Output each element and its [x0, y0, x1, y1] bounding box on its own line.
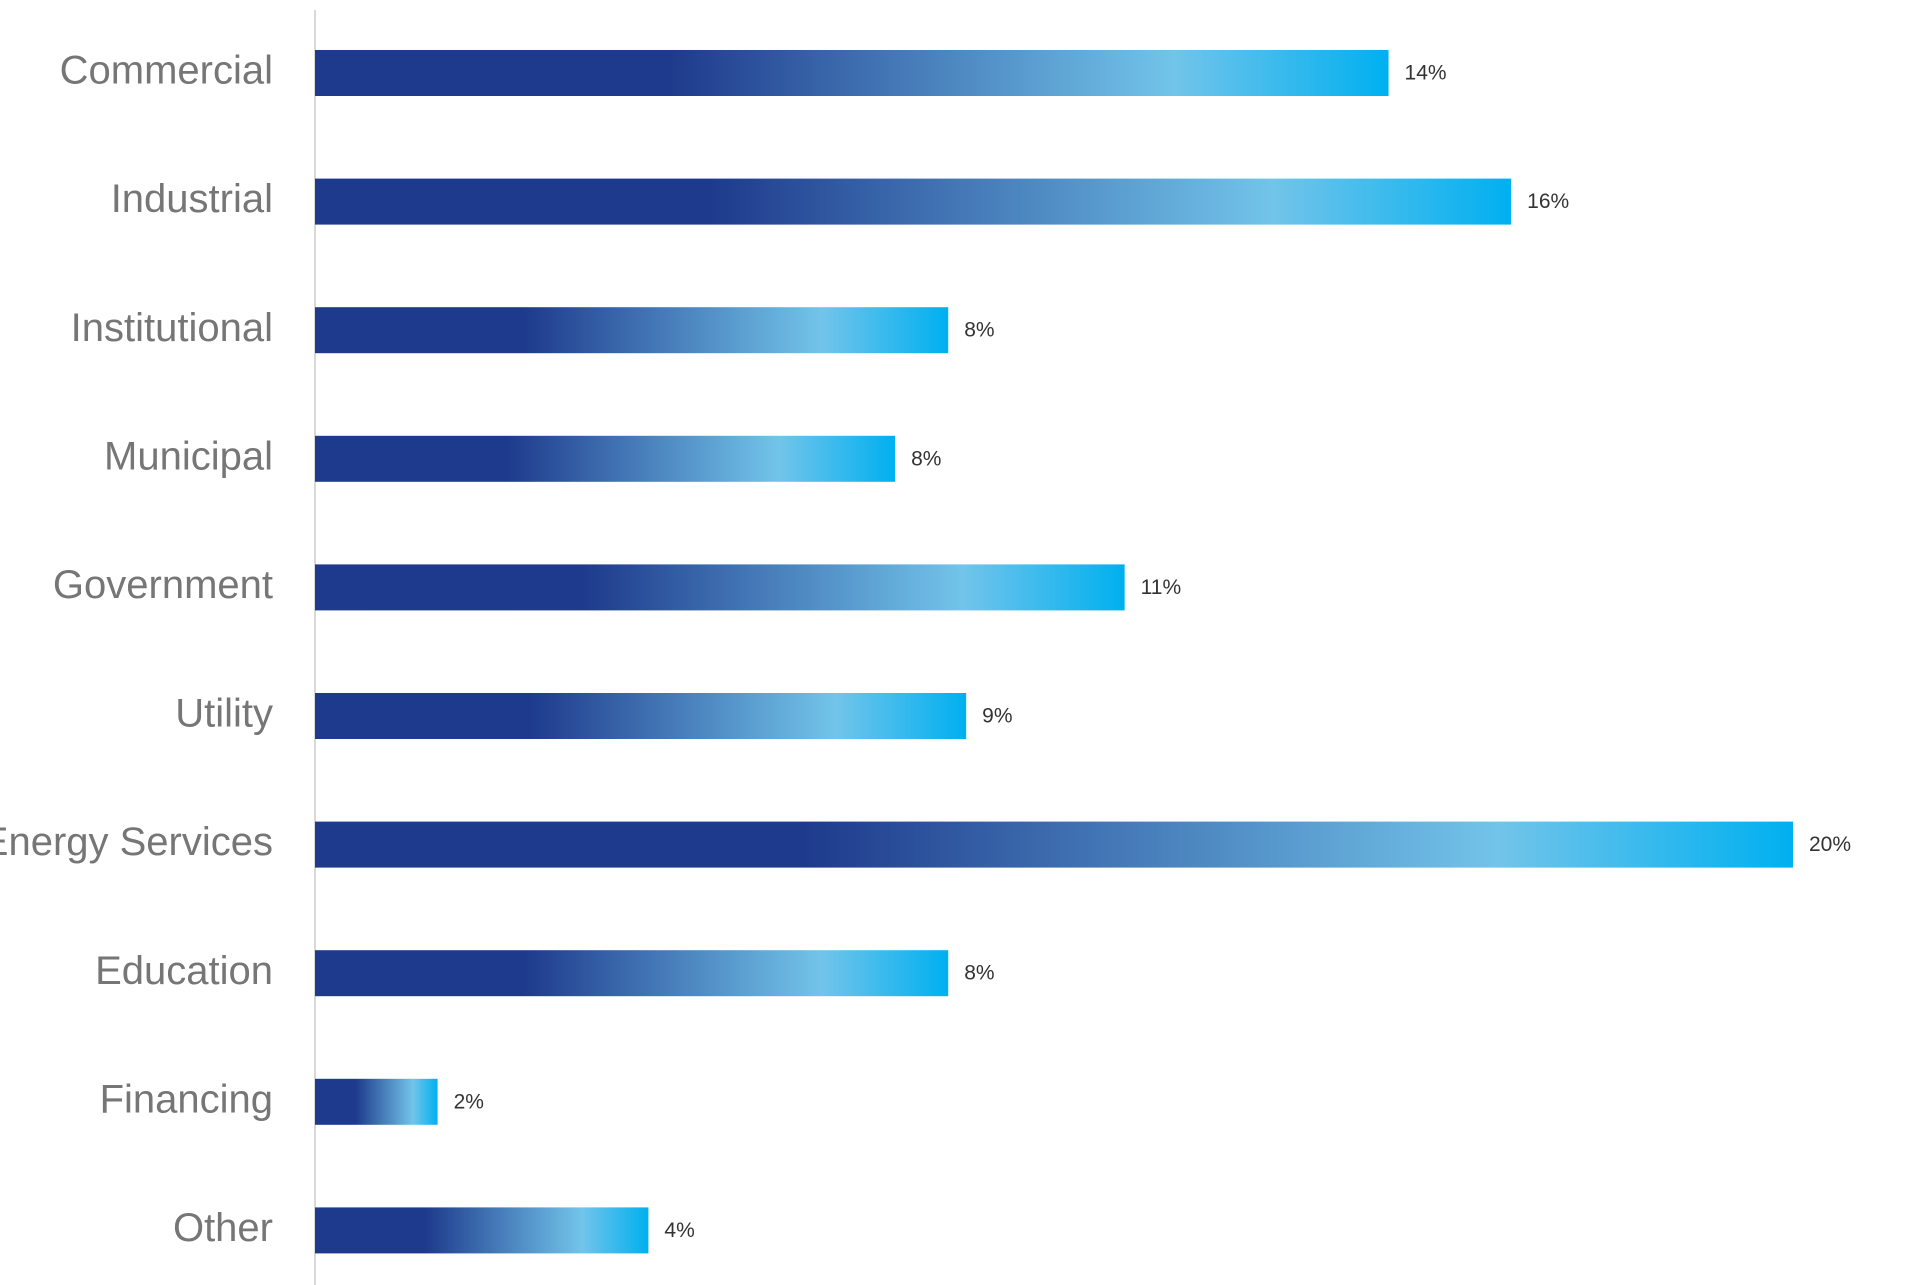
bar: [315, 50, 1389, 96]
bar: [315, 950, 949, 997]
bar: [315, 435, 896, 482]
bar: [315, 821, 1793, 868]
data-label: 4%: [664, 1219, 694, 1242]
bar: [315, 564, 1125, 611]
data-label: 11%: [1141, 576, 1181, 599]
data-label: 8%: [964, 962, 994, 985]
category-label: Commercial: [60, 49, 273, 93]
category-label: Municipal: [104, 434, 273, 478]
category-label: Education: [95, 949, 273, 993]
bar: [315, 307, 949, 354]
category-label: Industrial: [111, 177, 273, 221]
category-label: Utility: [175, 692, 273, 736]
data-label: 20%: [1809, 833, 1851, 856]
category-label: Other: [173, 1206, 273, 1250]
data-label: 9%: [982, 705, 1012, 728]
data-label: 2%: [454, 1090, 484, 1113]
bar: [315, 693, 967, 739]
bar: [315, 1207, 649, 1254]
data-label: 16%: [1527, 190, 1569, 213]
bar: [315, 1078, 438, 1125]
data-label: 8%: [911, 447, 941, 470]
category-label: Government: [53, 563, 273, 607]
category-label: Energy Services: [0, 820, 273, 864]
data-label: 8%: [964, 319, 994, 342]
bar: [315, 178, 1512, 225]
data-label: 14%: [1405, 62, 1447, 85]
category-label: Institutional: [71, 306, 273, 350]
category-label: Financing: [100, 1077, 273, 1121]
